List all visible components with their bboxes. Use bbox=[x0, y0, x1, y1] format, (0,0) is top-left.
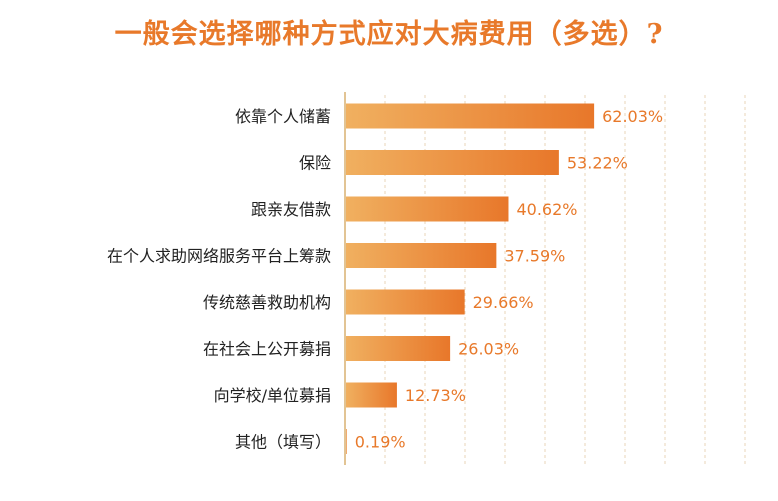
labels: 依靠个人储蓄 62.03% 保险 53.22% 跟亲友借款 40.62% 在个人求助网络服务… bbox=[107, 107, 663, 452]
category-label: 其他（填写） bbox=[235, 433, 331, 452]
value-label: 62.03% bbox=[602, 107, 663, 126]
bar bbox=[346, 382, 397, 408]
category-label: 在个人求助网络服务平台上筹款 bbox=[107, 247, 331, 266]
bar bbox=[346, 103, 595, 129]
bars bbox=[346, 103, 595, 454]
bar bbox=[346, 243, 497, 268]
category-label: 在社会上公开募捐 bbox=[203, 340, 331, 359]
category-label: 向学校/单位募捐 bbox=[214, 386, 331, 405]
bar bbox=[346, 429, 347, 454]
bar bbox=[346, 289, 465, 315]
value-label: 0.19% bbox=[355, 433, 406, 452]
bar bbox=[346, 336, 451, 361]
category-label: 传统慈善救助机构 bbox=[203, 293, 331, 312]
value-label: 37.59% bbox=[504, 247, 565, 266]
value-label: 40.62% bbox=[516, 200, 577, 219]
chart-title: 一般会选择哪种方式应对大病费用（多选）? bbox=[114, 19, 664, 50]
bar bbox=[346, 150, 559, 175]
category-label: 跟亲友借款 bbox=[251, 200, 331, 219]
category-label: 依靠个人储蓄 bbox=[235, 107, 331, 126]
bar bbox=[346, 196, 509, 222]
value-label: 26.03% bbox=[458, 340, 519, 359]
value-label: 12.73% bbox=[405, 386, 466, 405]
value-label: 29.66% bbox=[473, 293, 534, 312]
value-label: 53.22% bbox=[567, 154, 628, 173]
category-label: 保险 bbox=[299, 154, 331, 173]
